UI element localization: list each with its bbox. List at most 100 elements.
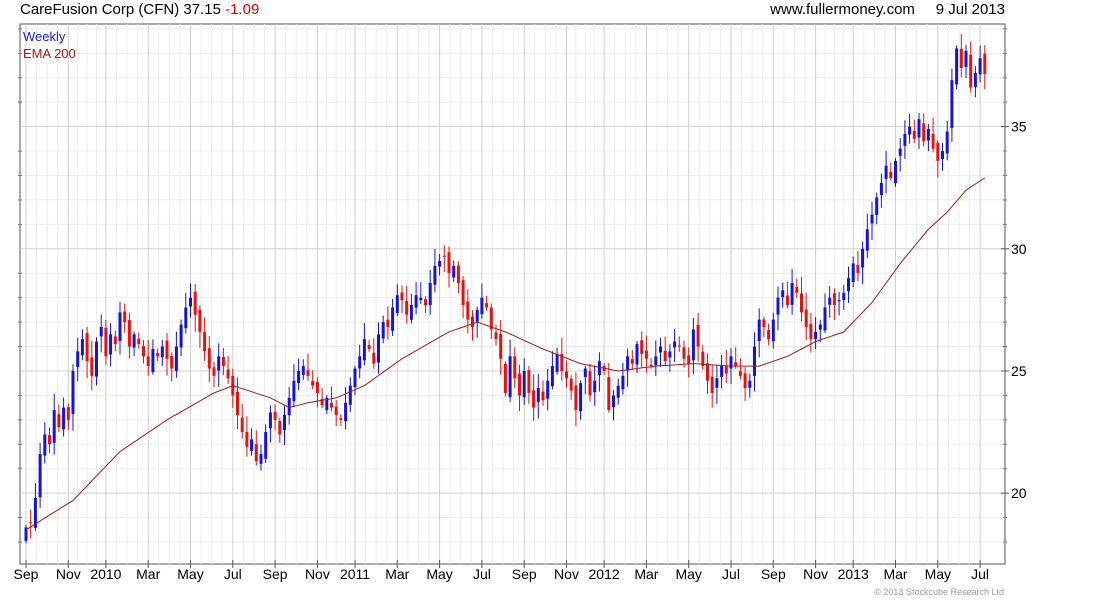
candle-body xyxy=(499,333,503,359)
candle-body xyxy=(969,54,973,88)
candle-body xyxy=(306,370,310,376)
candle-body xyxy=(828,297,832,305)
x-tick-label: May xyxy=(675,566,701,582)
candle-body xyxy=(250,439,254,452)
x-tick-label: Nov xyxy=(56,566,81,582)
x-tick-label: Nov xyxy=(305,566,330,582)
candle-body xyxy=(391,307,395,331)
x-tick-label: 2012 xyxy=(589,566,620,582)
candle-body xyxy=(959,48,963,68)
candle-body xyxy=(809,323,813,340)
candle-body xyxy=(607,377,611,411)
candle-body xyxy=(127,320,131,347)
candle-body xyxy=(832,293,836,305)
candle-body xyxy=(466,301,470,320)
candle-body xyxy=(57,414,61,428)
candle-body xyxy=(273,411,277,420)
candle-body xyxy=(518,373,521,396)
x-tick-label: Mar xyxy=(136,566,160,582)
candle-body xyxy=(522,370,526,398)
candle-body xyxy=(367,344,371,349)
candle-body xyxy=(687,355,691,364)
candle-body xyxy=(160,346,164,358)
x-tick-label: Mar xyxy=(385,566,409,582)
candle-body xyxy=(334,406,338,415)
candle-body xyxy=(875,197,879,216)
candle-body xyxy=(358,356,362,369)
y-tick-label: 30 xyxy=(1011,241,1027,257)
candle-body xyxy=(377,334,380,363)
candle-body xyxy=(33,498,37,528)
candle-body xyxy=(456,265,460,284)
candlestick-series xyxy=(24,34,987,544)
x-tick-label: Nov xyxy=(803,566,828,582)
candle-body xyxy=(137,338,141,345)
candle-body xyxy=(724,366,728,374)
x-tick-label: 2010 xyxy=(90,566,121,582)
ema-200-line xyxy=(25,177,986,531)
candle-body xyxy=(865,229,869,251)
candle-body xyxy=(170,356,174,369)
candle-body xyxy=(720,366,724,378)
candle-body xyxy=(24,527,28,541)
candle-body xyxy=(414,295,418,308)
candle-body xyxy=(48,435,51,445)
candle-body xyxy=(325,397,329,411)
legend-period: Weekly xyxy=(23,29,66,44)
candle-body xyxy=(682,347,686,359)
candle-body xyxy=(532,390,536,408)
candle-body xyxy=(640,340,644,354)
candle-body xyxy=(189,297,192,307)
candle-body xyxy=(29,522,33,524)
x-tick-label: May xyxy=(426,566,452,582)
chart-header-source: www.fullermoney.com 9 Jul 2013 xyxy=(770,1,1005,18)
x-tick-label: 2011 xyxy=(340,566,370,582)
candle-body xyxy=(372,352,376,364)
candle-body xyxy=(565,371,568,379)
candle-body xyxy=(569,378,573,391)
candle-body xyxy=(43,434,47,456)
candle-body xyxy=(151,348,155,373)
candle-body xyxy=(132,334,136,348)
x-tick-label: Sep xyxy=(761,566,786,582)
candle-body xyxy=(226,369,230,379)
candle-body xyxy=(903,133,907,146)
website-link[interactable]: www.fullermoney.com xyxy=(770,1,915,18)
candle-body xyxy=(983,53,987,75)
candle-body xyxy=(856,264,860,274)
candle-body xyxy=(311,380,315,386)
candle-body xyxy=(649,364,653,367)
candle-body xyxy=(894,160,897,184)
candle-body xyxy=(174,346,178,372)
candle-body xyxy=(494,332,498,340)
candle-body xyxy=(668,351,672,358)
candle-body xyxy=(612,395,615,408)
candle-body xyxy=(90,357,94,376)
candle-body xyxy=(452,265,456,278)
candle-body xyxy=(409,304,413,320)
candle-body xyxy=(489,307,493,330)
candle-body xyxy=(475,309,479,322)
candle-body xyxy=(80,339,84,356)
x-tick-label: Sep xyxy=(512,566,537,582)
x-tick-label: Sep xyxy=(14,566,39,582)
candle-body xyxy=(480,297,484,315)
candle-body xyxy=(245,431,249,447)
candle-body xyxy=(579,383,583,412)
candle-body xyxy=(283,414,286,430)
candle-body xyxy=(193,291,197,315)
candle-body xyxy=(400,292,404,301)
candle-body xyxy=(950,80,954,128)
y-tick-label: 35 xyxy=(1011,119,1027,135)
candle-body xyxy=(762,319,766,327)
candle-body xyxy=(461,280,465,305)
candle-body xyxy=(879,182,883,196)
candle-body xyxy=(945,131,949,154)
candle-body xyxy=(259,454,263,464)
candle-body xyxy=(236,391,239,415)
candle-body xyxy=(635,344,639,365)
candle-body xyxy=(433,265,437,285)
candle-body xyxy=(790,283,794,305)
candle-body xyxy=(800,293,803,313)
